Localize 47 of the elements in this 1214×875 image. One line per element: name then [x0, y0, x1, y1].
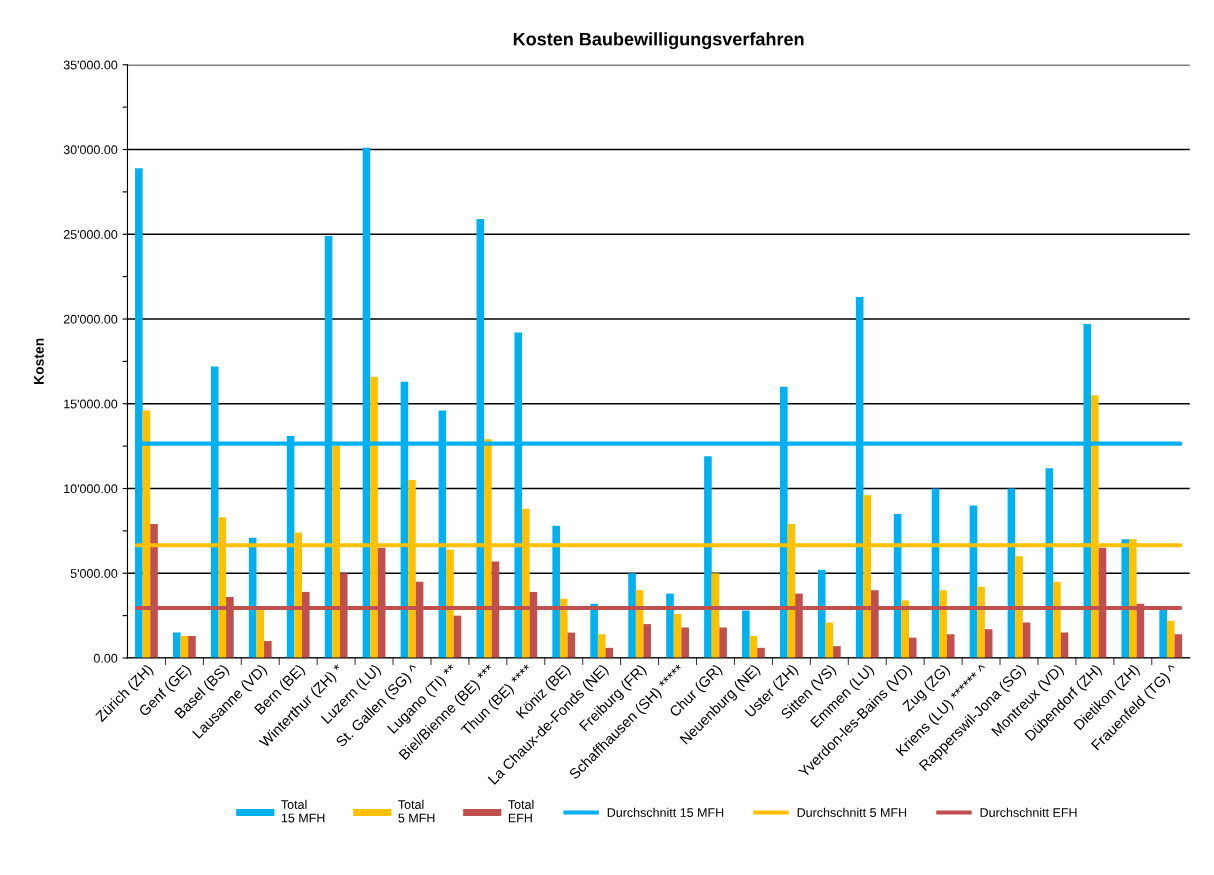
bar	[673, 613, 682, 658]
bar	[172, 632, 181, 658]
bar	[628, 573, 636, 658]
y-tick-label: 25'000.00	[63, 230, 118, 239]
y-axis-title: Kosten	[34, 338, 44, 384]
bar	[757, 647, 765, 658]
y-tick-label: 15'000.00	[64, 399, 118, 409]
bar	[1159, 608, 1167, 658]
bar	[1053, 581, 1061, 658]
bar	[643, 624, 652, 658]
legend-label: Durchschnitt EFH	[980, 807, 1077, 817]
bar	[825, 622, 834, 658]
bar	[559, 598, 568, 658]
y-tick-label: 20'000.00	[63, 314, 118, 324]
legend-label: Total EFH	[508, 799, 534, 823]
bar	[977, 586, 985, 658]
bar	[939, 590, 947, 658]
bar	[908, 637, 917, 658]
y-tick-label: 30'000.00	[63, 145, 118, 155]
bar	[188, 635, 196, 658]
legend-label: Durchschnitt 15 MFH	[607, 807, 724, 817]
bar	[681, 627, 689, 658]
bar	[590, 603, 598, 658]
bar	[704, 456, 712, 658]
bar	[1022, 622, 1031, 658]
bar	[1166, 620, 1175, 658]
y-tick-label: 5'000.00	[70, 569, 118, 578]
bar	[256, 608, 265, 658]
bar	[666, 593, 674, 658]
legend-label: Total 15 MFH	[281, 799, 325, 823]
legend-label: Durchschnitt 5 MFH	[797, 807, 907, 817]
bar	[605, 647, 614, 658]
bar	[552, 525, 560, 658]
bar	[817, 569, 826, 658]
legend-label: Total 5 MFH	[398, 799, 435, 823]
y-tick-label: 0.00	[93, 653, 118, 663]
bar	[946, 634, 955, 658]
bar	[1015, 556, 1023, 658]
bar	[901, 600, 909, 658]
bar	[446, 549, 454, 658]
y-tick-label: 35'000.00	[63, 60, 118, 70]
bar	[719, 627, 727, 658]
bar	[742, 610, 750, 658]
y-tick-label: 10'000.00	[64, 484, 118, 494]
bar	[264, 641, 272, 658]
bar	[833, 646, 841, 658]
chart-title: Kosten Baubewilligungsverfahren	[513, 32, 804, 50]
